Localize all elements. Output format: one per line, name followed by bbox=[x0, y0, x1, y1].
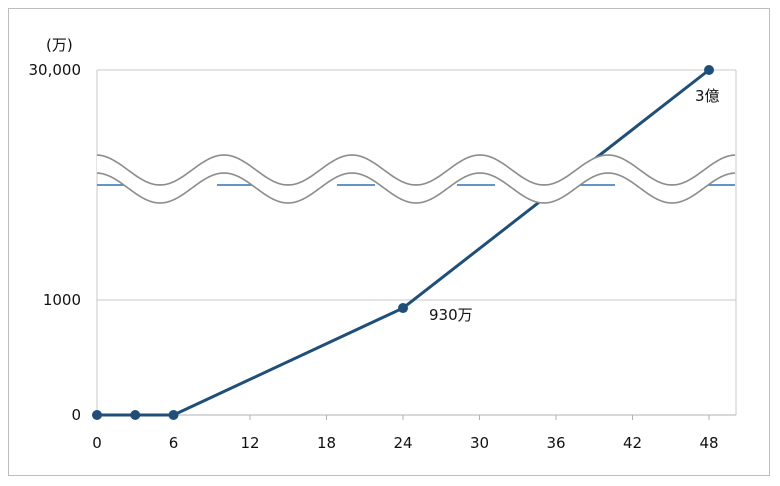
series-layer bbox=[92, 65, 714, 420]
data-point bbox=[398, 303, 408, 314]
grid-layer bbox=[96, 69, 737, 415]
axis-break bbox=[96, 154, 736, 204]
y-tick-label: 1000 bbox=[43, 291, 81, 309]
x-tick-label: 48 bbox=[699, 434, 718, 452]
x-tick-label: 18 bbox=[317, 434, 336, 452]
data-point bbox=[704, 65, 714, 75]
x-tick-label: 12 bbox=[240, 434, 259, 452]
chart-frame bbox=[8, 8, 770, 476]
data-point bbox=[92, 410, 102, 420]
x-tick-label: 6 bbox=[169, 434, 179, 452]
axis-layer: 0 1000 30,000 0 6 12 18 24 30 36 42 48 bbox=[29, 61, 736, 452]
y-tick-label: 30,000 bbox=[29, 61, 82, 79]
x-tick-label: 42 bbox=[623, 434, 642, 452]
x-tick-label: 36 bbox=[546, 434, 565, 452]
series-line bbox=[97, 68, 710, 417]
x-tick-label: 0 bbox=[92, 434, 102, 452]
break-wave-top bbox=[96, 154, 736, 186]
break-wave-bottom bbox=[96, 172, 736, 204]
x-tick-label: 30 bbox=[470, 434, 489, 452]
data-point bbox=[130, 410, 141, 420]
data-label: 3億 bbox=[695, 87, 720, 105]
y-tick-label: 0 bbox=[71, 406, 81, 424]
data-label: 930万 bbox=[429, 306, 473, 324]
break-band bbox=[97, 155, 735, 203]
y-unit-label: (万) bbox=[46, 36, 73, 54]
annotation-layer: 930万 3億 bbox=[429, 87, 720, 324]
x-tick-label: 24 bbox=[393, 434, 412, 452]
data-point bbox=[168, 410, 179, 420]
